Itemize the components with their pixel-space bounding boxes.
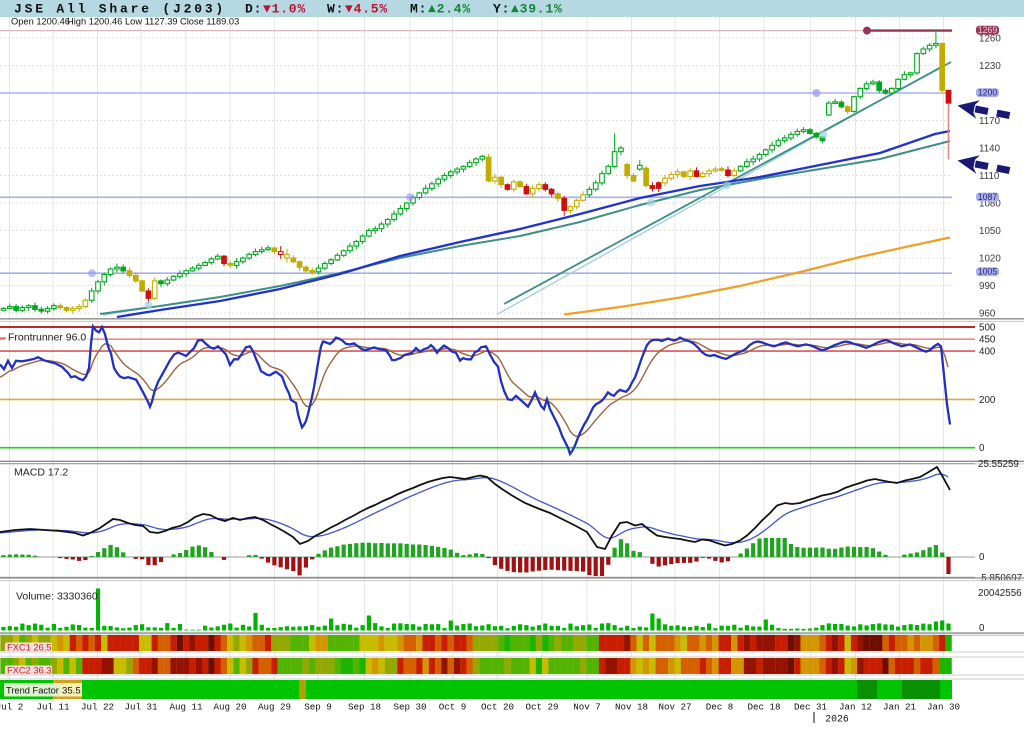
svg-text:450: 450 [979, 335, 996, 346]
svg-text:400: 400 [979, 347, 996, 358]
svg-text:Open 1200.46: Open 1200.46 [11, 17, 70, 27]
svg-text:Jul 2: Jul 2 [0, 702, 23, 713]
svg-text:Aug 11: Aug 11 [169, 702, 203, 713]
svg-text:▲39.1%: ▲39.1% [511, 2, 563, 17]
svg-text:2026: 2026 [825, 714, 849, 725]
svg-text:W:: W: [327, 2, 344, 17]
svg-text:Jul 22: Jul 22 [81, 702, 114, 713]
svg-text:25.55259: 25.55259 [978, 459, 1019, 470]
svg-text:1170: 1170 [979, 116, 1001, 127]
svg-text:D:: D: [245, 2, 262, 17]
svg-text:Close 1189.03: Close 1189.03 [180, 17, 239, 27]
svg-text:Trend Factor: Trend Factor [6, 686, 59, 696]
svg-text:990: 990 [979, 281, 996, 292]
svg-text:1050: 1050 [979, 226, 1001, 237]
svg-text:Sep 30: Sep 30 [393, 702, 426, 713]
svg-text:Jan 12: Jan 12 [839, 702, 872, 713]
svg-text:▲2.4%: ▲2.4% [428, 2, 471, 17]
svg-text:1269: 1269 [978, 25, 998, 35]
svg-text:Y:: Y: [493, 2, 510, 17]
svg-text:Volume: 3330360: Volume: 3330360 [16, 591, 98, 603]
svg-text:Jul 31: Jul 31 [124, 702, 158, 713]
svg-text:500: 500 [979, 323, 996, 334]
svg-text:200: 200 [979, 395, 996, 406]
svg-text:Sep 18: Sep 18 [348, 702, 381, 713]
svg-text:Nov 7: Nov 7 [573, 702, 601, 713]
svg-text:FXC1 26.5: FXC1 26.5 [7, 642, 51, 652]
svg-text:Jan 21: Jan 21 [883, 702, 917, 713]
svg-text:Oct 20: Oct 20 [481, 702, 514, 713]
svg-text:Dec 8: Dec 8 [706, 702, 734, 713]
svg-text:Low 1127.39: Low 1127.39 [125, 17, 178, 27]
svg-text:960: 960 [979, 309, 996, 320]
svg-text:Nov 18: Nov 18 [615, 702, 648, 713]
svg-text:1080: 1080 [979, 199, 1001, 210]
svg-text:Dec 31: Dec 31 [794, 702, 828, 713]
svg-text:35.5: 35.5 [62, 686, 81, 697]
svg-text:Aug 29: Aug 29 [258, 702, 291, 713]
svg-text:High 1200.46: High 1200.46 [67, 17, 122, 27]
svg-text:Aug 20: Aug 20 [213, 702, 246, 713]
svg-text:▼4.5%: ▼4.5% [345, 2, 388, 17]
svg-text:0: 0 [979, 552, 985, 563]
svg-text:1110: 1110 [979, 171, 1000, 182]
svg-text:1200: 1200 [978, 88, 998, 98]
svg-text:Jan 30: Jan 30 [927, 702, 960, 713]
svg-text:0: 0 [979, 623, 985, 634]
svg-text:Frontrunner 96.0: Frontrunner 96.0 [8, 332, 86, 344]
svg-text:1140: 1140 [979, 144, 1001, 155]
svg-text:1260: 1260 [979, 34, 1001, 45]
svg-text:Jul 11: Jul 11 [36, 702, 70, 713]
svg-text:Nov 27: Nov 27 [658, 702, 691, 713]
svg-text:MACD 17.2: MACD 17.2 [14, 467, 68, 479]
svg-text:Dec 18: Dec 18 [747, 702, 780, 713]
svg-text:20042556: 20042556 [978, 588, 1022, 599]
svg-text:Sep 9: Sep 9 [304, 702, 332, 713]
svg-text:M:: M: [410, 2, 427, 17]
svg-text:0: 0 [979, 443, 985, 454]
svg-text:▼1.0%: ▼1.0% [263, 2, 306, 17]
svg-text:1087: 1087 [978, 192, 998, 202]
svg-text:FXC2 36.3: FXC2 36.3 [7, 665, 51, 675]
svg-text:Oct 29: Oct 29 [525, 702, 558, 713]
svg-text:JSE All Share (J203): JSE All Share (J203) [14, 2, 226, 17]
svg-text:1020: 1020 [979, 254, 1001, 265]
svg-text:Oct 9: Oct 9 [439, 702, 467, 713]
svg-text:1005: 1005 [978, 267, 998, 277]
svg-text:1230: 1230 [979, 61, 1001, 72]
